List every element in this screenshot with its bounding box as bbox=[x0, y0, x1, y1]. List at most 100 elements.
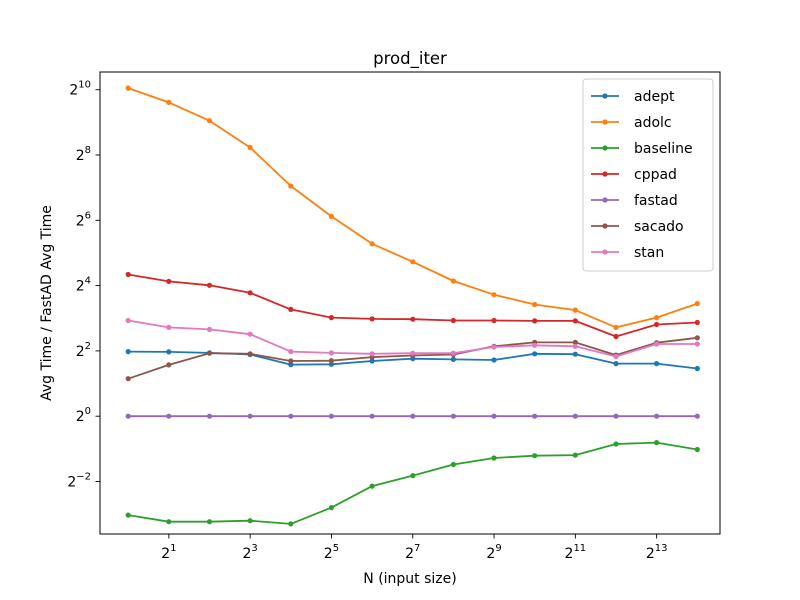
data-point-sacado bbox=[206, 350, 213, 356]
data-point-cppad bbox=[450, 317, 456, 324]
data-point-baseline bbox=[613, 441, 619, 447]
data-point-stan bbox=[247, 331, 253, 337]
data-point-cppad bbox=[166, 278, 172, 284]
data-point-baseline bbox=[410, 473, 416, 479]
data-point-cppad bbox=[694, 319, 700, 326]
x-tick-label: 23 bbox=[243, 543, 258, 562]
y-axis: 2−2 20 22 24 26 28 210 bbox=[67, 80, 100, 491]
data-point-adept bbox=[288, 362, 294, 368]
legend-marker bbox=[602, 171, 608, 177]
legend-marker bbox=[602, 223, 608, 229]
data-point-cppad bbox=[125, 271, 131, 278]
data-point-fastad bbox=[125, 413, 131, 419]
data-point-fastad bbox=[491, 413, 497, 419]
legend-label: sacado bbox=[634, 219, 684, 235]
data-point-fastad bbox=[613, 413, 619, 419]
y-tick-label: 28 bbox=[76, 145, 91, 164]
legend-label: fastad bbox=[634, 193, 678, 209]
data-point-adolc bbox=[450, 278, 456, 284]
data-point-fastad bbox=[450, 413, 456, 419]
legend-item-adolc: adolc bbox=[591, 115, 672, 131]
data-point-adept bbox=[369, 358, 375, 364]
data-point-fastad bbox=[369, 413, 375, 419]
x-axis: 21 23 25 27 29 211 213 bbox=[161, 534, 667, 562]
data-point-stan bbox=[328, 350, 334, 356]
legend-label: adolc bbox=[634, 115, 672, 131]
data-point-fastad bbox=[288, 413, 294, 419]
data-point-adept bbox=[166, 349, 172, 355]
data-point-cppad bbox=[572, 318, 578, 324]
data-point-adolc bbox=[328, 213, 334, 219]
legend-marker bbox=[602, 119, 608, 125]
data-point-baseline bbox=[369, 483, 375, 489]
x-tick-label: 211 bbox=[565, 543, 587, 562]
legend-item-stan: stan bbox=[591, 245, 664, 261]
data-point-baseline bbox=[166, 519, 172, 525]
data-point-stan bbox=[410, 350, 416, 356]
data-point-cppad bbox=[532, 318, 538, 324]
data-point-sacado bbox=[694, 335, 700, 341]
data-point-adept bbox=[654, 361, 660, 367]
data-point-fastad bbox=[532, 413, 538, 419]
data-point-stan bbox=[369, 351, 375, 357]
data-point-sacado bbox=[166, 362, 172, 368]
data-point-baseline bbox=[125, 512, 131, 518]
data-point-adolc bbox=[572, 307, 578, 313]
data-point-fastad bbox=[166, 413, 172, 419]
data-point-sacado bbox=[288, 358, 294, 364]
data-point-stan bbox=[450, 350, 456, 356]
data-point-baseline bbox=[288, 521, 294, 527]
data-point-adolc bbox=[410, 259, 416, 265]
data-point-baseline bbox=[450, 461, 456, 468]
data-point-baseline bbox=[532, 453, 538, 459]
legend-label: cppad bbox=[634, 167, 677, 183]
data-point-stan bbox=[532, 342, 538, 348]
data-point-fastad bbox=[328, 413, 334, 419]
data-point-adept bbox=[694, 365, 700, 372]
y-tick-label: 26 bbox=[76, 210, 91, 229]
chart-title: prod_iter bbox=[373, 49, 447, 69]
legend-item-sacado: sacado bbox=[591, 219, 684, 235]
data-point-adolc bbox=[369, 241, 375, 247]
data-point-adolc bbox=[206, 118, 213, 124]
series-cppad bbox=[125, 271, 700, 340]
data-point-sacado bbox=[247, 351, 253, 357]
data-point-cppad bbox=[328, 315, 334, 321]
data-point-stan bbox=[206, 326, 213, 332]
plot-area bbox=[125, 85, 700, 527]
data-point-stan bbox=[694, 341, 700, 347]
x-axis-label: N (input size) bbox=[363, 571, 456, 587]
legend-label: baseline bbox=[634, 141, 693, 157]
data-point-stan bbox=[125, 317, 131, 324]
y-tick-label: 20 bbox=[76, 406, 91, 425]
data-point-adolc bbox=[654, 315, 660, 321]
legend-marker bbox=[602, 197, 608, 203]
legend: adept adolc baseline cppad fastad sacado stan bbox=[582, 78, 714, 272]
data-point-stan bbox=[613, 353, 619, 360]
data-point-baseline bbox=[694, 446, 700, 453]
x-tick-label: 21 bbox=[161, 543, 176, 562]
data-point-adolc bbox=[247, 144, 253, 151]
x-tick-label: 29 bbox=[486, 543, 501, 562]
data-point-adolc bbox=[288, 183, 294, 189]
x-tick-label: 27 bbox=[405, 543, 420, 562]
series-fastad bbox=[125, 413, 700, 419]
legend-item-adept: adept bbox=[591, 89, 675, 105]
legend-marker bbox=[602, 249, 608, 255]
data-point-sacado bbox=[328, 358, 334, 364]
legend-label: adept bbox=[634, 89, 675, 105]
legend-box bbox=[582, 78, 714, 272]
y-tick-label: 24 bbox=[76, 276, 91, 295]
data-point-adept bbox=[450, 356, 456, 362]
data-point-adept bbox=[328, 361, 334, 367]
data-point-adolc bbox=[166, 99, 172, 105]
data-point-baseline bbox=[491, 455, 497, 461]
x-tick-label: 213 bbox=[646, 543, 668, 562]
data-point-cppad bbox=[654, 321, 660, 328]
series-baseline bbox=[125, 440, 700, 527]
data-point-cppad bbox=[288, 306, 294, 312]
data-point-fastad bbox=[410, 413, 416, 419]
data-point-adept bbox=[613, 361, 619, 367]
data-point-adolc bbox=[491, 292, 497, 298]
